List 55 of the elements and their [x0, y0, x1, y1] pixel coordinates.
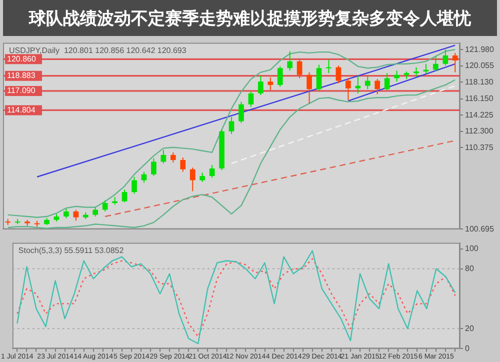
candlestick — [326, 59, 332, 74]
candlestick — [200, 172, 206, 182]
candlestick — [414, 66, 419, 78]
candlestick — [258, 75, 264, 96]
candlestick — [180, 156, 186, 172]
caption-banner: 球队战绩波动不定赛季走势难以捉摸形势复杂多变令人堪忧 — [3, 0, 497, 36]
candlestick — [306, 72, 312, 104]
line-series — [16, 258, 456, 338]
candlestick — [316, 64, 322, 92]
candlestick — [92, 206, 98, 218]
candlestick — [346, 78, 351, 101]
y-tick-label: 118.130 — [465, 77, 494, 86]
candlestick — [190, 167, 196, 192]
candlestick — [452, 52, 458, 73]
candlestick — [296, 58, 302, 79]
candlestick — [132, 176, 137, 194]
y-tick-label: 0 — [465, 344, 470, 353]
chart-title: Stoch(5,3,3) 55.5911 53.0852 — [18, 246, 124, 256]
y-tick-label: 110.375 — [465, 142, 494, 152]
ref-line-label: 114.804 — [7, 105, 36, 114]
candlestick — [277, 66, 283, 88]
y-tick-label: 80 — [465, 264, 474, 273]
candlestick — [228, 116, 234, 134]
candlestick — [394, 70, 400, 82]
candlestick — [287, 50, 293, 72]
candlestick — [209, 164, 215, 178]
y-tick-label: 120.055 — [465, 61, 494, 70]
ref-line-label: 118.883 — [7, 71, 36, 80]
candlestick — [170, 152, 176, 164]
y-tick-label: 121.980 — [465, 44, 494, 54]
candlestick — [151, 158, 156, 177]
y-tick-label: 112.300 — [465, 126, 494, 136]
ref-line-label: 120.860 — [7, 54, 36, 64]
candlestick — [355, 75, 361, 94]
candlestick — [364, 76, 370, 90]
ref-line-label: 117.090 — [7, 86, 36, 96]
candlestick — [336, 65, 342, 84]
chart-title: USDJPY,Daily 120.801 120.856 120.642 120.693 — [9, 46, 187, 56]
candlestick — [384, 72, 390, 91]
candlestick — [160, 149, 166, 164]
candlestick — [238, 101, 244, 124]
candlestick — [248, 91, 254, 108]
y-tick-label: 20 — [465, 324, 474, 333]
candlestick — [268, 76, 274, 91]
y-tick-label: 100 — [465, 244, 479, 253]
candlestick — [433, 56, 438, 72]
candlestick — [64, 208, 69, 219]
candlestick — [442, 49, 448, 66]
y-tick-label: 116.150 — [465, 94, 494, 104]
candlestick — [73, 209, 79, 222]
candlestick — [102, 200, 108, 212]
candlestick — [374, 78, 380, 95]
y-tick-label: 114.225 — [465, 110, 494, 120]
y-tick-label: 100.695 — [465, 224, 494, 234]
candlestick — [122, 189, 128, 203]
